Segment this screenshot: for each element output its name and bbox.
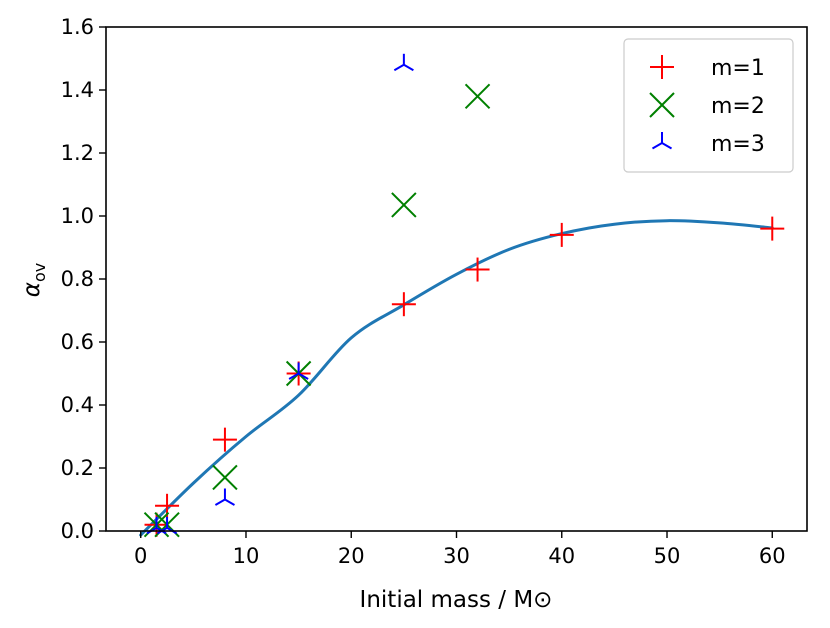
y-axis-label: αov (19, 263, 49, 297)
x-tick-label: 50 (654, 544, 681, 568)
y-axis-label-sub: ov (30, 263, 49, 282)
legend: m=1 m=2 m=3 (623, 38, 794, 173)
x-tick-label: 60 (759, 544, 786, 568)
y-tick-label: 0.4 (61, 393, 94, 417)
data-point-m3 (288, 362, 309, 380)
legend-box (623, 38, 794, 173)
markers-layer (143, 53, 785, 538)
data-point-m2 (212, 464, 238, 491)
y-tick-label: 1.6 (61, 15, 94, 39)
data-point-m1 (760, 216, 785, 241)
legend-marker-m3 (651, 132, 673, 150)
data-point-m1 (465, 257, 490, 282)
legend-label-m2: m=2 (711, 94, 765, 119)
x-axis-label: Initial mass / M⊙ (360, 587, 553, 613)
y-tick-label: 1.0 (61, 204, 94, 228)
data-point-m1 (549, 222, 574, 247)
y-tick-label: 0.0 (61, 519, 94, 543)
x-tick-label: 10 (233, 544, 260, 568)
y-tick-label: 1.4 (61, 78, 94, 102)
data-point-m3 (214, 488, 235, 506)
fit-curve-layer (139, 219, 774, 537)
y-tick-label: 0.8 (61, 267, 94, 291)
fit-curve-line (139, 219, 774, 537)
legend-label-m3: m=3 (711, 132, 765, 157)
x-tick-label: 20 (338, 544, 365, 568)
legend-markers (649, 55, 675, 150)
data-point-m1 (391, 292, 416, 317)
y-tick-label: 1.2 (61, 141, 94, 165)
y-axis-label-main: α (19, 282, 45, 297)
data-point-m1 (212, 427, 237, 452)
legend-marker-m2 (649, 92, 675, 118)
data-point-m2 (391, 192, 417, 218)
x-axis: 0 10 20 30 40 50 60 (134, 531, 786, 568)
y-tick-label: 0.6 (61, 330, 94, 354)
y-axis: 0.0 0.2 0.4 0.6 0.8 1.0 1.2 1.4 1.6 (61, 15, 106, 543)
legend-marker-m1 (650, 55, 674, 79)
legend-label-m1: m=1 (711, 56, 765, 81)
x-tick-label: 40 (548, 544, 575, 568)
data-point-m3 (393, 53, 414, 72)
x-tick-label: 0 (134, 544, 147, 568)
y-tick-label: 0.2 (61, 456, 94, 480)
data-point-m2 (464, 83, 491, 110)
x-tick-label: 30 (443, 544, 470, 568)
